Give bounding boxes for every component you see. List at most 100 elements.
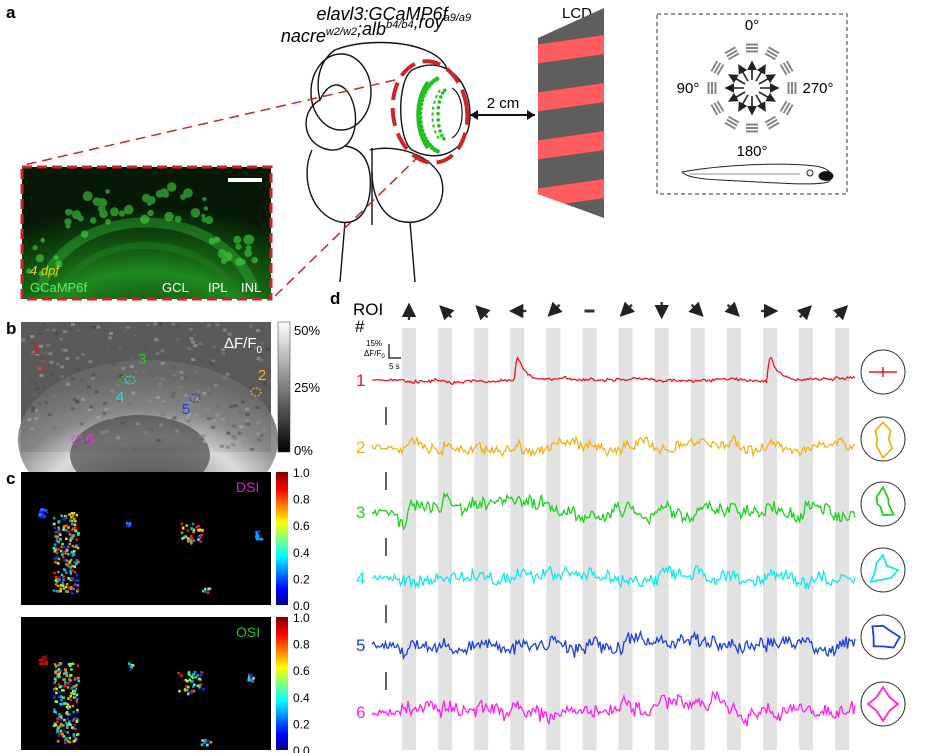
trace-label-3: 3 <box>356 503 365 522</box>
compass-arrow <box>755 94 766 112</box>
roi-header-sub: # <box>355 317 365 336</box>
trace-roi-6 <box>371 690 856 727</box>
stimulus-bands <box>402 328 850 750</box>
stimulus-arrow <box>547 301 563 317</box>
angle-270: 270° <box>802 80 833 97</box>
roi-label-3: 3 <box>138 351 146 368</box>
polar-shape-6 <box>866 685 900 723</box>
trace-roi-2 <box>371 434 856 458</box>
stimulus-band <box>618 328 633 750</box>
dff-tick-0: 0% <box>294 443 313 458</box>
roi-circle-3 <box>119 375 131 385</box>
c-colorbar-tick: 0.4 <box>293 691 310 705</box>
micrograph-indicator: GCaMP6f <box>30 280 87 295</box>
polar-plot-6 <box>860 681 906 727</box>
zoom-line-bottom <box>272 154 421 299</box>
trace-label-1: 1 <box>356 371 365 390</box>
compass-arrow <box>728 91 746 102</box>
layer-gcl: GCL <box>162 280 189 295</box>
stimulus-band <box>799 328 814 750</box>
polar-plot-2 <box>860 416 906 462</box>
polar-shape-4 <box>869 553 900 584</box>
dff-tick-25: 25% <box>294 380 320 395</box>
compass-arrow <box>755 64 766 82</box>
micrograph-age: 4 dpf <box>30 263 60 278</box>
trace-scale-bar <box>388 344 401 359</box>
trace-label-2: 2 <box>356 438 365 457</box>
c-colorbar-tick: 1.0 <box>293 611 310 625</box>
zoom-line-top <box>23 79 396 166</box>
stimulus-band <box>438 328 453 750</box>
trace-roi-1 <box>371 355 856 386</box>
dsi-label: DSI <box>236 479 259 495</box>
c-colorbar-tick: 0.8 <box>293 493 310 507</box>
dff-tick-50: 50% <box>294 323 320 338</box>
compass-arrow <box>738 94 749 112</box>
dff-measure: ΔF/F0 <box>224 335 263 356</box>
stimulus-arrow <box>796 305 812 321</box>
genotype-sup-1: b4/b4 <box>386 19 414 31</box>
genotype-line-1: elavl3:GCaMP6f <box>316 4 449 24</box>
angle-0: 0° <box>745 17 759 34</box>
stimulus-arrow <box>724 301 740 317</box>
stimulus-band <box>690 328 705 750</box>
c-colorbar-tick: 0.0 <box>293 599 310 613</box>
angle-90: 90° <box>677 80 700 97</box>
stimulus-band <box>546 328 561 750</box>
angle-180: 180° <box>736 143 767 160</box>
stimulus-band <box>402 328 416 750</box>
genotype-part-2: ;roy <box>414 12 445 32</box>
stimulus-arrow <box>619 301 635 317</box>
direction-legend-box <box>656 13 848 195</box>
panel-c-label: c <box>6 469 15 488</box>
trace-label-4: 4 <box>356 569 365 588</box>
trace-roi-5 <box>371 629 856 661</box>
dsi-colorbar <box>276 472 288 605</box>
polar-shape-2 <box>874 420 894 460</box>
genotype-line-2: nacrew2/w2;albb4/b4;roya9/a9 <box>281 12 471 46</box>
stimulus-band <box>474 328 489 750</box>
c-colorbar-tick: 0.8 <box>293 638 310 652</box>
osi-label: OSI <box>236 624 260 640</box>
dff-colorbar <box>277 321 291 453</box>
roi-circle-4 <box>124 375 136 385</box>
polar-shape-3 <box>875 485 895 517</box>
osi-map <box>21 617 271 750</box>
genotype-part-1: ;alb <box>357 19 386 39</box>
scale-y-unit: ΔF/F0 <box>364 349 385 360</box>
larva-side-sketch <box>681 163 834 185</box>
layer-ipl: IPL <box>208 280 228 295</box>
stimulus-band <box>510 328 525 750</box>
layer-inl: INL <box>241 280 261 295</box>
direction-compass <box>707 43 797 133</box>
stimulus-arrow <box>832 305 849 321</box>
c-colorbar-tick: 0.2 <box>293 717 310 731</box>
roi-label-2: 2 <box>258 367 266 384</box>
polar-shape-5 <box>871 624 902 649</box>
eye-diagram <box>390 59 471 165</box>
osi-colorbar <box>276 617 288 750</box>
trace-label-6: 6 <box>356 703 365 722</box>
genotype-part-0: nacre <box>281 26 326 46</box>
stimulus-band <box>654 328 669 750</box>
compass-arrow <box>758 91 776 102</box>
roi-header: ROI <box>353 300 383 319</box>
roi-label-5: 5 <box>182 401 190 418</box>
panel-a-label: a <box>6 3 16 22</box>
scale-y: 15% <box>366 339 382 348</box>
roi-circle-1 <box>34 362 46 372</box>
stimulus-arrows <box>401 301 849 321</box>
panel-b-label: b <box>6 319 16 338</box>
stimulus-band <box>726 328 741 750</box>
stimulus-arrow <box>439 305 455 321</box>
panel-d-label: d <box>330 289 340 308</box>
stimulus-band <box>763 328 777 750</box>
roi-label-1: 1 <box>32 341 40 358</box>
roi-label-6: 6 <box>86 431 94 448</box>
roi-label-4: 4 <box>116 389 124 406</box>
polar-plots <box>860 349 906 727</box>
trace-label-5: 5 <box>356 636 365 655</box>
gcamp-micrograph <box>20 165 273 301</box>
trace-roi-4 <box>371 564 856 591</box>
